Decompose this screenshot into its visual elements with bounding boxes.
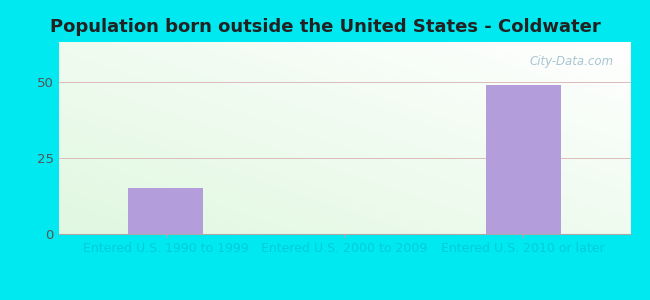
Text: City-Data.com: City-Data.com xyxy=(529,56,614,68)
Bar xyxy=(486,85,561,234)
Bar xyxy=(128,188,203,234)
Text: Population born outside the United States - Coldwater: Population born outside the United State… xyxy=(49,18,601,36)
